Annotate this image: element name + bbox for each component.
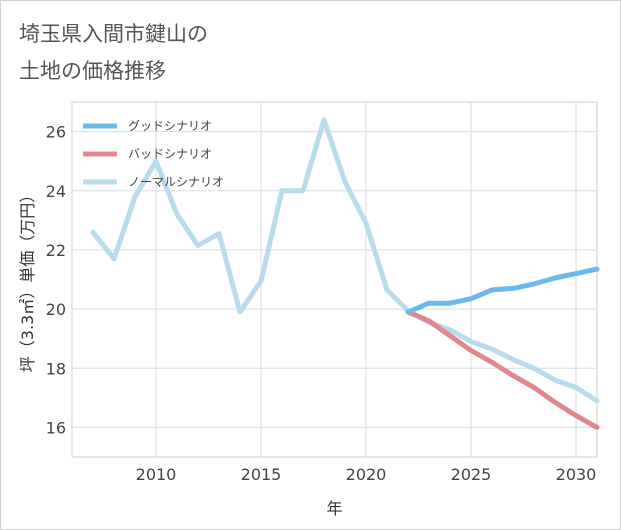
- legend-label: グッドシナリオ: [128, 119, 212, 133]
- y-tick-label: 24: [46, 182, 66, 201]
- tick-labels: 2010 2015 2020 2025 2030 16 18 20 22 24 26: [46, 123, 597, 484]
- series-line-1: [405, 266, 600, 315]
- y-tick-label: 20: [46, 300, 66, 319]
- series-line-2: [405, 309, 600, 430]
- series-lines: [90, 117, 600, 430]
- y-tick-label: 16: [46, 418, 66, 437]
- y-tick-label: 22: [46, 241, 66, 260]
- y-tick-label: 26: [46, 123, 66, 142]
- y-axis-title: 坪（3.3㎡）単価（万円）: [18, 187, 37, 372]
- x-tick-label: 2020: [346, 465, 387, 484]
- legend-label: ノーマルシナリオ: [128, 175, 224, 189]
- x-axis-title: 年: [326, 499, 342, 518]
- plot-area: [71, 101, 598, 458]
- chart-title-line2: 土地の価格推移: [19, 59, 166, 83]
- x-tick-label: 2025: [451, 465, 492, 484]
- x-tick-label: 2030: [556, 465, 597, 484]
- y-tick-label: 18: [46, 359, 66, 378]
- x-tick-label: 2010: [136, 465, 177, 484]
- chart-title-line1: 埼玉県入間市鍵山の: [19, 22, 208, 46]
- series-line-3: [90, 117, 600, 404]
- legend-label: バッドシナリオ: [128, 147, 212, 161]
- x-tick-label: 2015: [241, 465, 282, 484]
